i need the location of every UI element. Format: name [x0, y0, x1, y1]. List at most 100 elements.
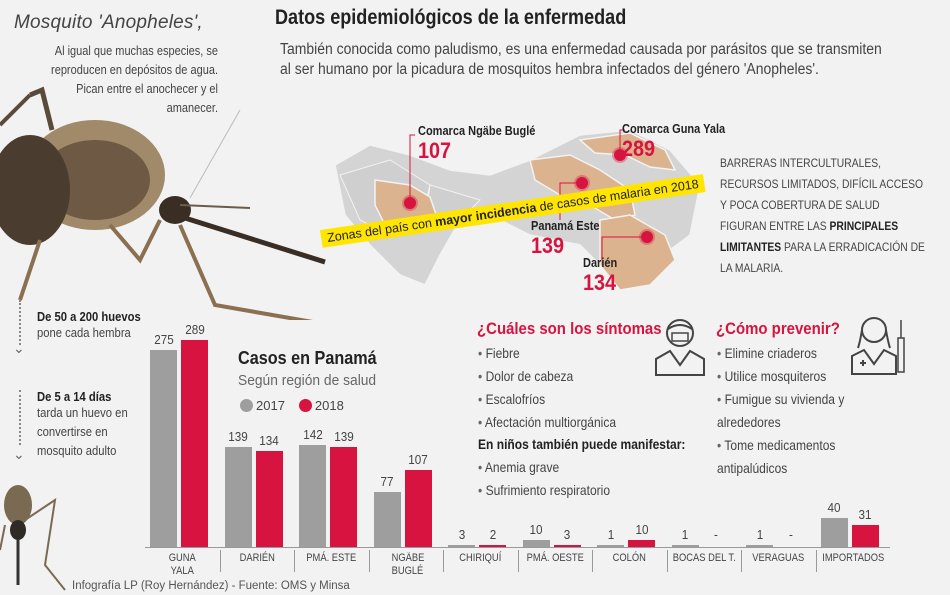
patient-icon	[655, 319, 705, 376]
bar-value-label: 1	[681, 527, 689, 542]
bar-value-label: 134	[259, 432, 279, 448]
chevron-down-icon: ⌄	[13, 446, 25, 462]
fact-head: De 50 a 200 huevos	[37, 310, 141, 324]
category-label: NGÄBE BUGLÉ	[391, 552, 424, 577]
callout-ngabe: Comarca Ngäbe Buglé 107	[418, 124, 551, 164]
bar-2017	[597, 545, 624, 547]
category-label: BOCAS DEL T.	[672, 552, 736, 564]
category-label: DARIÉN	[239, 552, 275, 564]
bar-2018	[404, 470, 432, 547]
bar-2017	[224, 447, 252, 547]
category-separator	[666, 550, 668, 572]
chart-legend: 2017 2018	[240, 398, 344, 413]
category-label: COLÓN	[612, 552, 646, 564]
bar-2018	[628, 539, 655, 547]
chart-subtitle: Según región de salud	[238, 372, 377, 389]
bar-value-label: 107	[408, 452, 428, 468]
fact-head: De 5 a 14 días	[37, 390, 112, 404]
fact-eggs: De 50 a 200 huevos pone cada hembra	[37, 310, 152, 343]
callout-panama-este: Panamá Este 139	[531, 219, 609, 259]
bar-2017	[299, 445, 326, 547]
bar-value-label: 142	[302, 427, 323, 443]
category-separator	[219, 550, 221, 572]
callout-value: 107	[418, 138, 452, 163]
legend-dot	[298, 399, 312, 412]
category-separator	[592, 550, 593, 572]
page-title: Datos epidemiológicos de la enfermedad	[275, 6, 627, 29]
mosquito-description: Al igual que muchas especies, se reprodu…	[51, 44, 218, 115]
bar-value-label: 77	[380, 473, 394, 489]
dotted-line	[19, 300, 21, 345]
bar-value-label: 40	[827, 500, 841, 516]
bar-2017	[820, 518, 848, 547]
bar-value-label: 3	[458, 526, 465, 542]
bar-2018	[255, 450, 283, 547]
symptom-item: Escalofríos	[478, 388, 616, 411]
children-symptoms-head: En niños también puede manifestar:	[478, 436, 686, 452]
category-separator	[368, 550, 370, 572]
bar-2017	[150, 349, 177, 547]
category-separator	[294, 550, 295, 572]
legend-dot	[240, 399, 253, 412]
bar-value-label: -	[714, 527, 718, 542]
category-label: PMÁ. OESTE	[526, 552, 584, 564]
category-separator	[741, 550, 742, 572]
bar-value-label: 10	[529, 521, 543, 537]
symptom-item: Fiebre	[478, 342, 616, 365]
barriers-post: para la erradicación de la malaria.	[720, 240, 925, 275]
children-symptoms-list: Anemia graveSufrimiento respiratorio	[478, 456, 610, 502]
barriers-bold: principales limitantes	[720, 219, 899, 254]
callout-darien: Darién 134	[583, 256, 622, 296]
mosquito-title: Mosquito 'Anopheles',	[14, 12, 203, 33]
chart-title: Casos en Panamá	[238, 348, 377, 368]
category-label: VERAGUAS	[752, 552, 805, 564]
small-mosquito-illustration	[0, 485, 66, 591]
callout-value: 134	[583, 270, 617, 295]
bar-value-label: 10	[634, 521, 649, 537]
fact-sub: tarda un huevo en convertirse en mosquit…	[37, 406, 128, 458]
bar-2018	[553, 544, 581, 547]
category-label: GUNA YALA	[168, 552, 196, 577]
child-symptom-item: Anemia grave	[478, 456, 610, 479]
bar-2017	[373, 491, 401, 547]
callout-guna-yala: Comarca Guna Yala 289	[622, 122, 739, 162]
category-label: PMÁ. ESTE	[306, 552, 357, 564]
category-labels: GUNA YALA DARIÉN PMÁ. ESTE NGÄBE BUGLÉ CHIRI…	[145, 548, 890, 588]
bar-2018	[330, 447, 357, 547]
symptom-item: Dolor de cabeza	[478, 365, 616, 388]
prevention-item: Fumigue su vivienda y alrededores	[717, 388, 846, 434]
symptom-item: Afectación multiorgánica	[478, 411, 616, 434]
legend-item-2017: 2017	[240, 398, 285, 413]
category-separator	[517, 550, 519, 572]
category-separator	[815, 550, 817, 572]
bar-value-label: 1	[756, 527, 763, 542]
bar-2017	[522, 539, 550, 547]
barriers-pre: Barreras interculturales, recursos limit…	[720, 156, 924, 233]
bar-2018	[181, 339, 208, 547]
prevention-item: Tome medicamentos antipalúdicos	[717, 434, 846, 480]
child-symptom-item: Sufrimiento respiratorio	[478, 479, 610, 502]
bar-2018	[479, 545, 506, 547]
category-separator	[443, 550, 444, 572]
mosquito-illustration	[0, 86, 326, 320]
callout-value: 139	[531, 233, 565, 258]
dotted-line	[19, 390, 21, 445]
bar-value-label: 1	[607, 527, 614, 542]
x-axis	[145, 547, 890, 548]
prevention-list: Elimine criaderosUtilice mosquiterosFumi…	[717, 342, 846, 480]
prevention-item: Elimine criaderos	[717, 342, 846, 365]
callout-label: Darién	[583, 256, 618, 270]
credit-line: Infografía LP (Roy Hernández) - Fuente: …	[72, 580, 350, 592]
symptoms-list: FiebreDolor de cabezaEscalofríosAfectaci…	[478, 342, 616, 434]
legend-label: 2017	[256, 398, 285, 413]
symptoms-title: ¿Cuáles son los síntomas	[477, 319, 662, 338]
callout-label: Comarca Ngäbe Buglé	[418, 124, 536, 138]
barriers-text: Barreras interculturales, recursos limit…	[720, 153, 926, 279]
bar-value-label: 275	[153, 331, 174, 347]
prevention-item: Utilice mosquiteros	[717, 365, 846, 388]
bar-value-label: 2	[489, 527, 496, 542]
legend-label: 2018	[314, 398, 344, 413]
bar-2017	[671, 545, 699, 547]
bar-value-label: 31	[858, 506, 872, 522]
prevention-title: ¿Cómo prevenir?	[716, 319, 840, 338]
